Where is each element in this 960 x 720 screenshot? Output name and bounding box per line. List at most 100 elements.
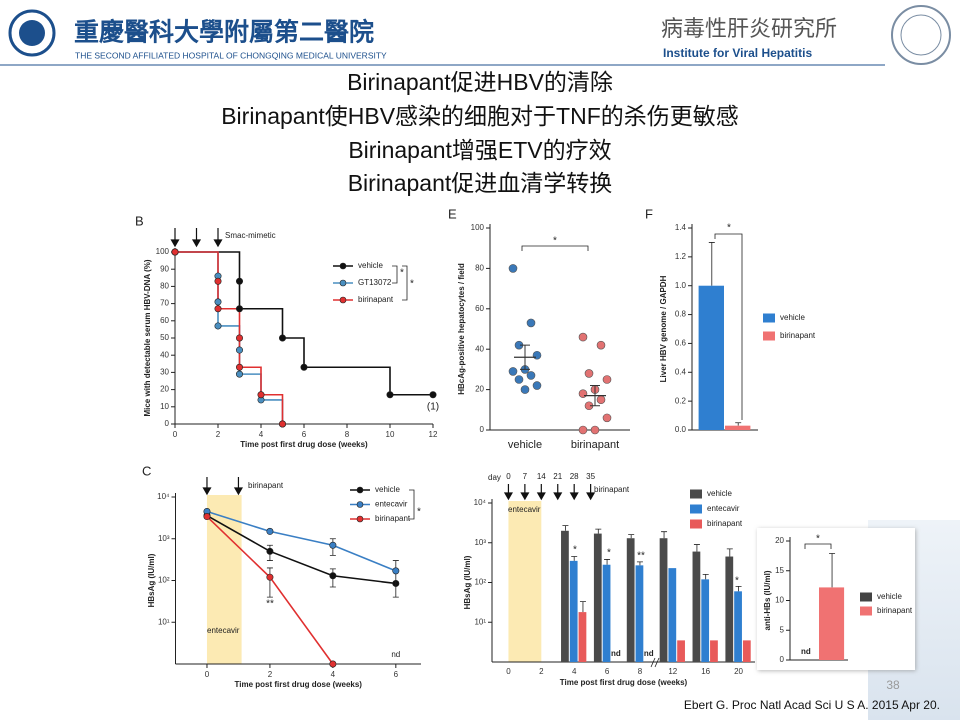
- error-bar: [604, 559, 611, 565]
- point: [578, 389, 588, 398]
- institute-logo-ring: [900, 14, 942, 56]
- legend-label: birinapant: [780, 331, 816, 340]
- bar: [561, 530, 569, 662]
- y-tick-label: 10¹: [158, 617, 170, 626]
- y-tick-label: 80: [475, 264, 484, 273]
- point: [236, 277, 244, 285]
- bar: [602, 564, 611, 662]
- y-axis-label: anti-HBs (IU/ml): [763, 570, 772, 630]
- hospital-name-cn: 重慶醫科大學附屬第二醫院: [74, 18, 374, 47]
- error-bar: [735, 585, 742, 592]
- legend-label: entecavir: [375, 500, 408, 509]
- institute-name-en: Institute for Viral Hepatitis: [663, 46, 812, 60]
- error-bar: [595, 528, 602, 534]
- x-tick-label: vehicle: [508, 439, 542, 451]
- dose-day-prefix: day: [488, 473, 501, 482]
- title-line: Birinapant促进HBV的清除: [347, 69, 613, 95]
- bar: [701, 579, 710, 662]
- x-tick-label: 2: [539, 667, 544, 676]
- point: [278, 420, 286, 428]
- dose-arrow: [170, 228, 180, 248]
- y-tick-label: 40: [475, 344, 484, 353]
- x-tick-label: 12: [429, 430, 438, 439]
- point: [514, 375, 524, 384]
- point: [596, 340, 606, 350]
- y-tick-label: 100: [156, 247, 170, 256]
- dose-arrow: [191, 228, 202, 248]
- bracket: [521, 245, 589, 251]
- title-line: Birinapant增强ETV的疗效: [348, 137, 611, 163]
- annotation: (1): [427, 402, 439, 413]
- point: [236, 346, 244, 354]
- y-tick-label: 0: [480, 425, 485, 434]
- step-line: [175, 251, 284, 424]
- point: [214, 305, 222, 313]
- point: [266, 547, 274, 555]
- legend-marker: [356, 486, 364, 494]
- point: [584, 369, 594, 378]
- legend-swatch: [690, 504, 702, 514]
- point: [329, 660, 337, 668]
- y-tick-label: 0.0: [675, 425, 687, 434]
- point: [171, 248, 179, 256]
- page-number: 38: [886, 678, 900, 692]
- value-label: nd: [391, 650, 400, 659]
- y-axis-label: HBsAg (IU/ml): [147, 553, 156, 607]
- legend-swatch: [690, 489, 702, 499]
- x-tick-label: 4: [572, 667, 577, 676]
- legend-label: GT13072: [358, 278, 392, 287]
- x-axis-label: Time post first drug dose (weeks): [235, 680, 363, 689]
- hospital-name-en: THE SECOND AFFILIATED HOSPITAL OF CHONGQ…: [75, 50, 387, 60]
- point: [236, 370, 244, 378]
- point: [236, 363, 244, 371]
- y-tick-label: 30: [160, 368, 169, 377]
- bar: [635, 565, 644, 662]
- legend-swatch: [690, 519, 702, 529]
- y-tick-label: 0.2: [675, 396, 687, 405]
- error-bar: [661, 531, 668, 539]
- point: [526, 371, 536, 380]
- point: [532, 350, 542, 360]
- band-label: entecavir: [508, 505, 541, 514]
- legend-marker: [339, 262, 347, 270]
- error-bar: [726, 548, 733, 557]
- y-tick-label: 0.8: [675, 310, 687, 319]
- y-tick-label: 10⁴: [474, 498, 487, 507]
- bar: [710, 640, 718, 662]
- legend-swatch: [763, 331, 775, 341]
- y-tick-label: 50: [160, 333, 169, 342]
- point: [508, 367, 518, 376]
- x-tick-label: 2: [268, 670, 273, 679]
- dose-label: birinapant: [248, 481, 284, 490]
- sem-bar: [520, 344, 530, 370]
- bar: [698, 285, 724, 430]
- bracket: [650, 657, 660, 668]
- error-bar: [628, 534, 635, 539]
- annotation: *: [573, 545, 577, 556]
- annotation: *: [727, 223, 731, 234]
- bar: [677, 640, 685, 662]
- x-tick-label: 4: [259, 430, 264, 439]
- y-tick-label: 90: [160, 264, 169, 273]
- legend-label: vehicle: [358, 261, 383, 270]
- annotation: *: [816, 534, 820, 545]
- error-bar: [693, 544, 700, 552]
- y-axis-label: HBcAg-positive hepatocytes / field: [457, 263, 466, 395]
- error-bar: [636, 561, 643, 566]
- legend-label: birinapant: [877, 606, 913, 615]
- bracket: [409, 489, 415, 520]
- legend-marker: [339, 296, 347, 304]
- panel-label: E: [448, 206, 457, 221]
- point: [520, 385, 530, 394]
- x-axis-label: Time post first drug dose (weeks): [560, 678, 688, 687]
- value-label: nd: [611, 649, 621, 658]
- hospital-logo: [8, 9, 56, 57]
- point: [214, 277, 222, 285]
- x-tick-label: 12: [668, 667, 677, 676]
- x-tick-label: 6: [302, 430, 307, 439]
- bar: [668, 568, 677, 662]
- y-tick-label: 10²: [474, 578, 486, 587]
- point: [236, 305, 244, 313]
- y-tick-label: 20: [475, 385, 484, 394]
- legend-label: vehicle: [877, 592, 902, 601]
